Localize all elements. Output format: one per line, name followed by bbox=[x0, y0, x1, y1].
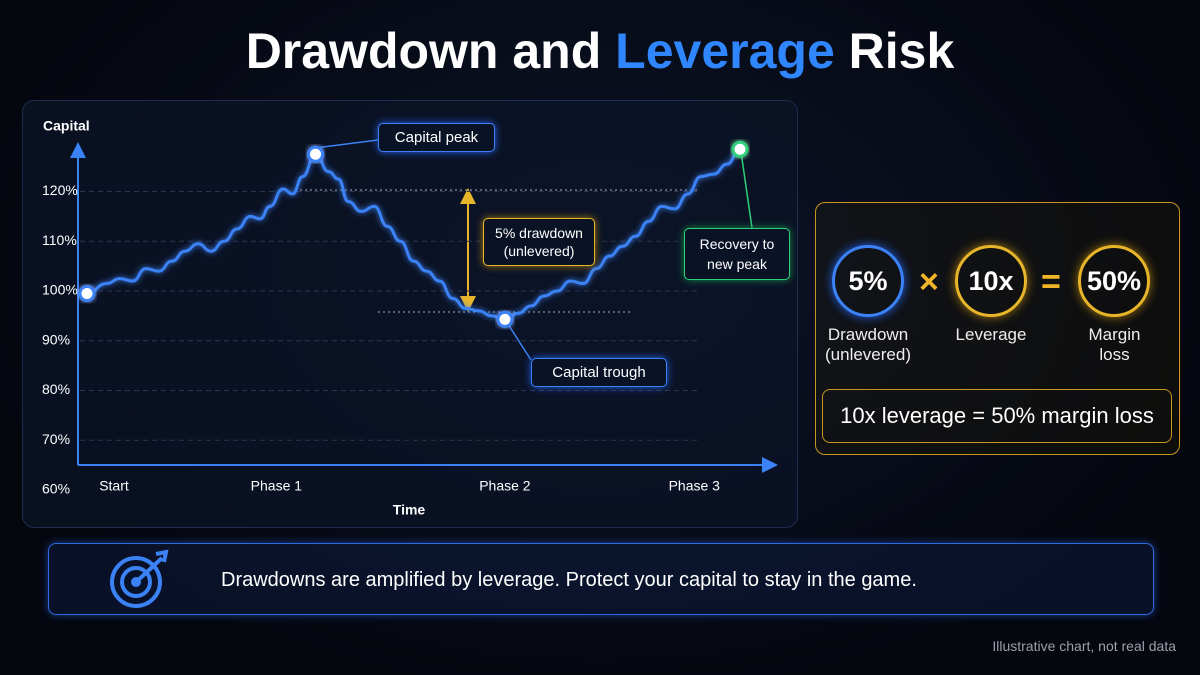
term-label: Leverage bbox=[955, 325, 1027, 344]
point-marker bbox=[78, 284, 96, 302]
connector bbox=[739, 144, 753, 229]
term-value: 10x bbox=[955, 245, 1027, 317]
y-tick-label: 120% bbox=[42, 182, 78, 198]
term-label: Margin loss bbox=[1088, 325, 1141, 364]
connector bbox=[505, 320, 532, 361]
annotation: Capital trough bbox=[531, 358, 667, 387]
point-marker bbox=[731, 140, 749, 158]
title: Drawdown and Leverage Risk bbox=[0, 22, 1200, 80]
x-tick-label: Phase 1 bbox=[251, 478, 303, 494]
footnote: Illustrative chart, not real data bbox=[992, 638, 1176, 654]
y-tick-label: 80% bbox=[42, 381, 70, 397]
annotation: 5% drawdown (unlevered) bbox=[483, 218, 595, 266]
term-label: Drawdown (unlevered) bbox=[825, 325, 911, 364]
x-tick-label: Start bbox=[99, 478, 129, 494]
title-highlight: Leverage bbox=[615, 23, 835, 79]
point-marker bbox=[307, 145, 325, 163]
target-icon bbox=[110, 549, 169, 608]
formula-panel: 5% × 10x = 50% Drawdown (unlevered) Leve… bbox=[815, 202, 1180, 455]
chart-panel bbox=[22, 100, 798, 528]
y-tick-label: 90% bbox=[42, 331, 70, 347]
connector bbox=[314, 139, 379, 149]
chart: Capital Time 60% 70% 80% 90% 100% 110% 120% Sta… bbox=[42, 118, 778, 518]
y-tick-label: 110% bbox=[42, 232, 77, 248]
term-value: 5% bbox=[832, 245, 904, 317]
banner: Drawdowns are amplified by leverage. Pro… bbox=[48, 543, 1154, 615]
x-tick-label: Phase 2 bbox=[479, 478, 531, 494]
title-part: Drawdown and bbox=[245, 23, 602, 79]
y-tick-label: 60% bbox=[42, 481, 70, 497]
banner-text: Drawdowns are amplified by leverage. Pro… bbox=[221, 569, 917, 591]
operator: = bbox=[1041, 263, 1061, 301]
x-axis-title: Time bbox=[393, 502, 426, 518]
annotation: Recovery to new peak bbox=[684, 228, 790, 280]
y-axis-title: Capital bbox=[43, 118, 90, 134]
capital-line bbox=[86, 147, 741, 321]
operator: × bbox=[919, 263, 939, 301]
y-tick-label: 70% bbox=[42, 431, 70, 447]
title-part: Risk bbox=[848, 23, 955, 79]
point-marker bbox=[496, 310, 514, 328]
summary: 10x leverage = 50% margin loss bbox=[822, 389, 1172, 443]
x-tick-label: Phase 3 bbox=[669, 478, 721, 494]
annotation: Capital peak bbox=[378, 123, 495, 152]
term-value: 50% bbox=[1078, 245, 1150, 317]
y-tick-label: 100% bbox=[42, 282, 78, 298]
